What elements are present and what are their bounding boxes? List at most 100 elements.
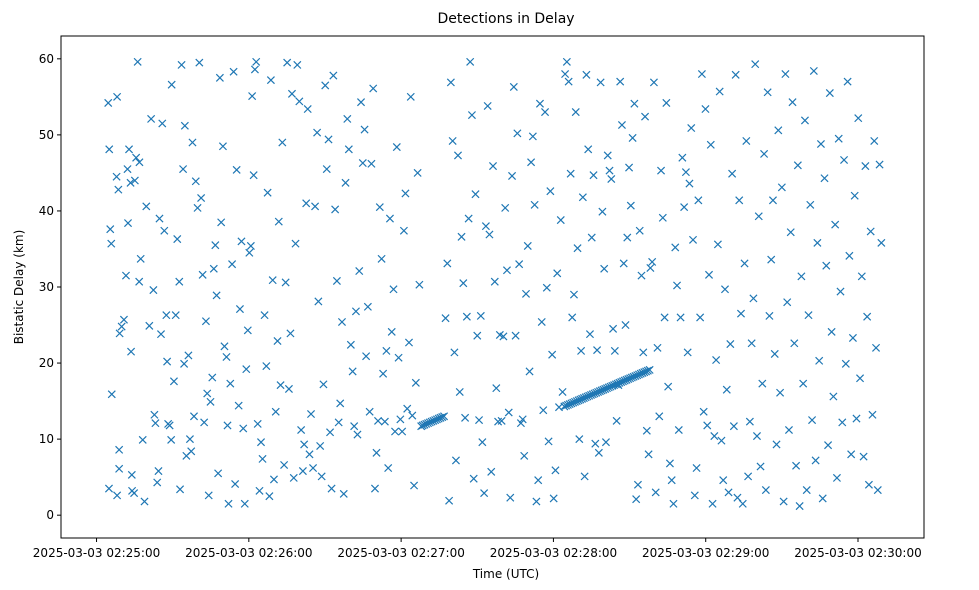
data-point	[873, 486, 882, 495]
data-point	[813, 238, 822, 247]
data-point	[845, 251, 854, 260]
data-point	[593, 346, 602, 355]
data-point	[297, 425, 306, 435]
data-point	[854, 114, 863, 123]
data-point	[483, 101, 492, 111]
data-point	[792, 461, 801, 470]
data-point	[179, 165, 188, 174]
data-point	[115, 329, 124, 338]
data-point	[387, 327, 396, 336]
data-point	[676, 313, 685, 322]
data-point	[284, 384, 293, 393]
data-point	[151, 419, 160, 428]
data-point	[339, 489, 348, 498]
data-point	[306, 409, 316, 419]
data-point	[404, 338, 414, 347]
data-point	[121, 271, 131, 280]
data-point	[621, 321, 630, 330]
data-point	[662, 98, 671, 107]
data-point	[756, 462, 765, 471]
data-point	[127, 470, 136, 479]
y-tick-label: 40	[39, 204, 54, 218]
data-point	[710, 432, 719, 441]
data-point	[852, 414, 861, 423]
data-point	[795, 502, 804, 511]
data-point	[467, 111, 476, 120]
y-tick-label: 20	[39, 356, 54, 370]
data-point	[471, 190, 480, 199]
data-point	[616, 77, 625, 86]
data-point	[617, 120, 626, 130]
data-point	[266, 76, 275, 85]
data-point	[169, 377, 178, 386]
data-point	[763, 88, 772, 97]
data-point	[332, 276, 341, 285]
data-point	[566, 169, 575, 178]
data-point	[265, 492, 274, 501]
data-point	[848, 333, 857, 342]
data-point	[515, 260, 524, 269]
data-point	[163, 357, 172, 366]
data-point	[211, 241, 220, 250]
data-point	[541, 108, 550, 117]
data-point	[162, 311, 171, 320]
data-point	[226, 379, 235, 388]
data-point	[731, 70, 740, 79]
data-point	[309, 463, 318, 473]
data-point	[126, 178, 135, 187]
data-point	[450, 348, 459, 357]
data-point	[177, 60, 186, 69]
data-point	[125, 145, 134, 154]
data-point	[738, 499, 747, 508]
data-point	[311, 202, 320, 211]
data-point	[334, 418, 343, 427]
data-point	[392, 143, 401, 152]
data-point	[530, 200, 539, 209]
data-point	[680, 203, 689, 212]
data-point	[243, 326, 252, 335]
data-point	[774, 126, 783, 135]
data-point	[745, 417, 754, 426]
data-point	[341, 178, 350, 187]
data-point	[625, 163, 634, 172]
data-point	[553, 269, 562, 278]
data-point	[573, 244, 582, 253]
data-point	[184, 351, 193, 360]
data-point	[344, 145, 353, 154]
data-point	[176, 485, 185, 494]
data-point	[231, 479, 240, 489]
data-point	[720, 285, 730, 294]
data-point	[829, 392, 838, 401]
data-point	[235, 305, 244, 314]
data-point	[799, 379, 808, 388]
data-point	[289, 473, 298, 482]
data-point	[331, 205, 340, 214]
data-point	[398, 427, 407, 436]
data-point	[263, 188, 272, 197]
data-point	[319, 380, 328, 389]
data-point	[765, 311, 774, 320]
data-point	[797, 272, 806, 281]
data-point	[749, 294, 758, 303]
data-point	[726, 340, 735, 349]
data-point	[669, 499, 678, 508]
data-point	[742, 136, 751, 145]
data-point	[551, 466, 560, 475]
x-tick-label: 2025-03-03 02:27:00	[337, 546, 464, 560]
data-point	[374, 416, 383, 425]
data-point	[439, 412, 449, 421]
data-point	[200, 418, 209, 427]
data-point	[321, 81, 330, 90]
data-point	[589, 171, 598, 180]
data-point	[542, 283, 551, 292]
data-point	[173, 235, 182, 244]
data-point	[487, 467, 496, 476]
data-point	[346, 340, 355, 349]
data-point	[708, 499, 717, 508]
y-tick-label: 60	[39, 52, 54, 66]
data-point	[369, 84, 378, 93]
data-point	[136, 254, 145, 263]
data-point	[316, 441, 325, 450]
data-point	[193, 203, 202, 212]
data-point	[232, 165, 241, 174]
